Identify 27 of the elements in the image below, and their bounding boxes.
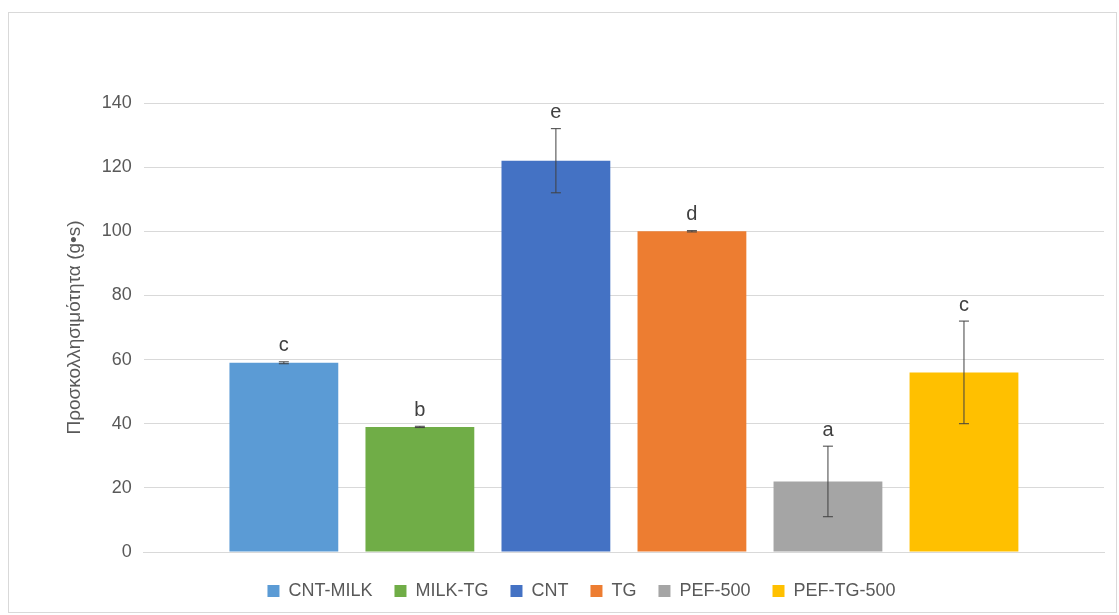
legend-label: PEF-TG-500 — [793, 579, 896, 600]
annotation: b — [414, 397, 426, 420]
legend-label: PEF-500 — [679, 579, 751, 600]
bar — [909, 372, 1019, 552]
bar — [501, 160, 611, 552]
legend-label: CNT-MILK — [288, 579, 373, 600]
legend-label: CNT — [531, 579, 569, 600]
annotation: e — [550, 100, 562, 123]
legend-label: TG — [611, 579, 637, 600]
bar — [773, 481, 883, 552]
y-tick-label: 100 — [101, 220, 132, 241]
y-axis-title: Προσκολλησιμότητα (g•s) — [62, 220, 84, 435]
annotation: c — [958, 292, 969, 315]
annotation: c — [278, 333, 289, 356]
annotation: d — [686, 202, 698, 225]
bar — [365, 426, 475, 552]
legend-label: MILK-TG — [415, 579, 489, 600]
y-tick-label: 0 — [121, 540, 132, 561]
y-tick-label: 60 — [111, 348, 132, 369]
y-tick-label: 140 — [101, 91, 132, 112]
y-tick-label: 120 — [101, 156, 132, 177]
bar — [229, 362, 339, 552]
y-tick-label: 40 — [111, 412, 132, 433]
bar — [637, 231, 747, 552]
y-tick-label: 80 — [111, 284, 132, 305]
y-tick-label: 20 — [111, 476, 132, 497]
annotation: a — [822, 417, 835, 440]
